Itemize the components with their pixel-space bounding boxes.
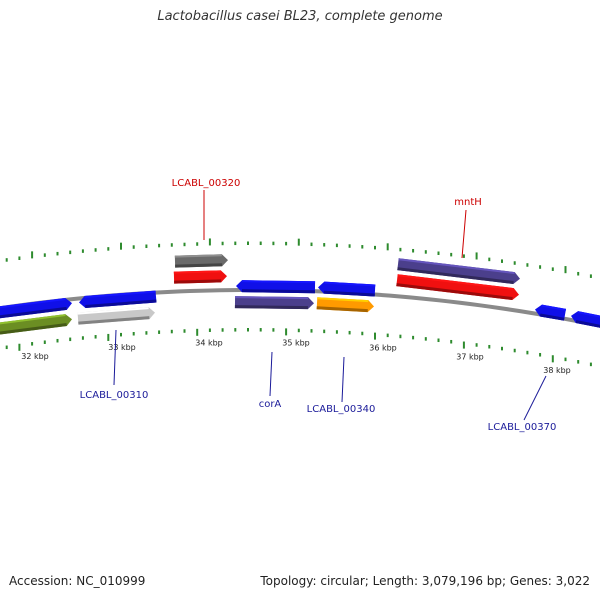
gene-highlight (84, 290, 156, 299)
gene-shadow (0, 322, 67, 336)
gene-feature[interactable] (174, 254, 228, 268)
gene-feature[interactable] (534, 304, 567, 321)
gene-feature[interactable] (173, 270, 227, 284)
gene-highlight (0, 297, 66, 309)
gene-shadow (241, 289, 315, 294)
tick-label: 33 kbp (108, 343, 136, 352)
gene-feature[interactable] (0, 313, 73, 336)
outer-tick-ring (5, 238, 592, 278)
gene-shadow (396, 283, 513, 301)
gene-label[interactable]: mntH (454, 197, 482, 208)
gene-highlight (174, 254, 222, 258)
gene-feature[interactable] (0, 297, 73, 319)
tick-label: 32 kbp (21, 352, 49, 361)
gene-shadow (234, 305, 308, 310)
gene-feature[interactable] (77, 307, 156, 325)
gene-label[interactable]: LCABL_00370 (488, 422, 557, 433)
tick-label: 36 kbp (369, 343, 397, 352)
gene-feature[interactable] (318, 281, 376, 297)
gene-feature[interactable] (316, 297, 375, 313)
gene-highlight (317, 297, 369, 303)
gene-label[interactable]: LCABL_00320 (172, 178, 241, 189)
gene-leader-line (269, 351, 273, 397)
gene-leader-line (523, 375, 547, 421)
tick-label: 38 kbp (543, 366, 571, 375)
gene-highlight (577, 311, 600, 320)
tick-label: 34 kbp (195, 338, 223, 347)
gene-leader-line (113, 329, 117, 386)
gene-feature[interactable] (396, 274, 519, 301)
tick-label: 37 kbp (456, 352, 484, 361)
gene-shadow (175, 263, 223, 268)
accession-text: Accession: NC_010999 (9, 574, 146, 588)
gene-shadow (78, 316, 150, 325)
gene-highlight (397, 274, 514, 291)
gene-arrow[interactable] (396, 274, 519, 301)
gene-arrow[interactable] (397, 258, 521, 284)
gene-highlight (0, 314, 66, 326)
gene-shadow (316, 306, 368, 313)
gene-shadow (85, 299, 157, 308)
gene-shadow (323, 290, 375, 297)
gene-feature[interactable] (79, 290, 157, 309)
gene-label[interactable]: LCABL_00340 (307, 404, 376, 415)
map-title: Lactobacillus casei BL23, complete genom… (157, 9, 443, 24)
gene-feature[interactable] (236, 280, 316, 294)
gene-feature[interactable] (570, 310, 600, 330)
gene-label[interactable]: corA (259, 399, 282, 410)
gene-feature[interactable] (397, 258, 521, 284)
gene-shadow (539, 313, 565, 321)
gene-highlight (173, 270, 221, 274)
gene-shadow (174, 279, 222, 284)
gene-shadow (575, 319, 600, 330)
gene-leader-line (341, 356, 345, 403)
gene-highlight (242, 280, 316, 284)
gene-shadow (0, 306, 67, 319)
gene-shadow (397, 267, 514, 284)
gene-highlight (77, 307, 149, 315)
gene-feature[interactable] (234, 296, 315, 310)
gene-highlight (235, 296, 309, 300)
gene-label[interactable]: LCABL_00310 (80, 390, 149, 401)
gene-highlight (398, 258, 515, 275)
tick-label: 35 kbp (282, 339, 310, 348)
genome-summary-text: Topology: circular; Length: 3,079,196 bp… (260, 574, 590, 588)
gene-highlight (541, 304, 567, 311)
inner-tick-ring (5, 328, 592, 367)
gene-leader-line (461, 209, 467, 259)
gene-highlight (324, 281, 376, 287)
